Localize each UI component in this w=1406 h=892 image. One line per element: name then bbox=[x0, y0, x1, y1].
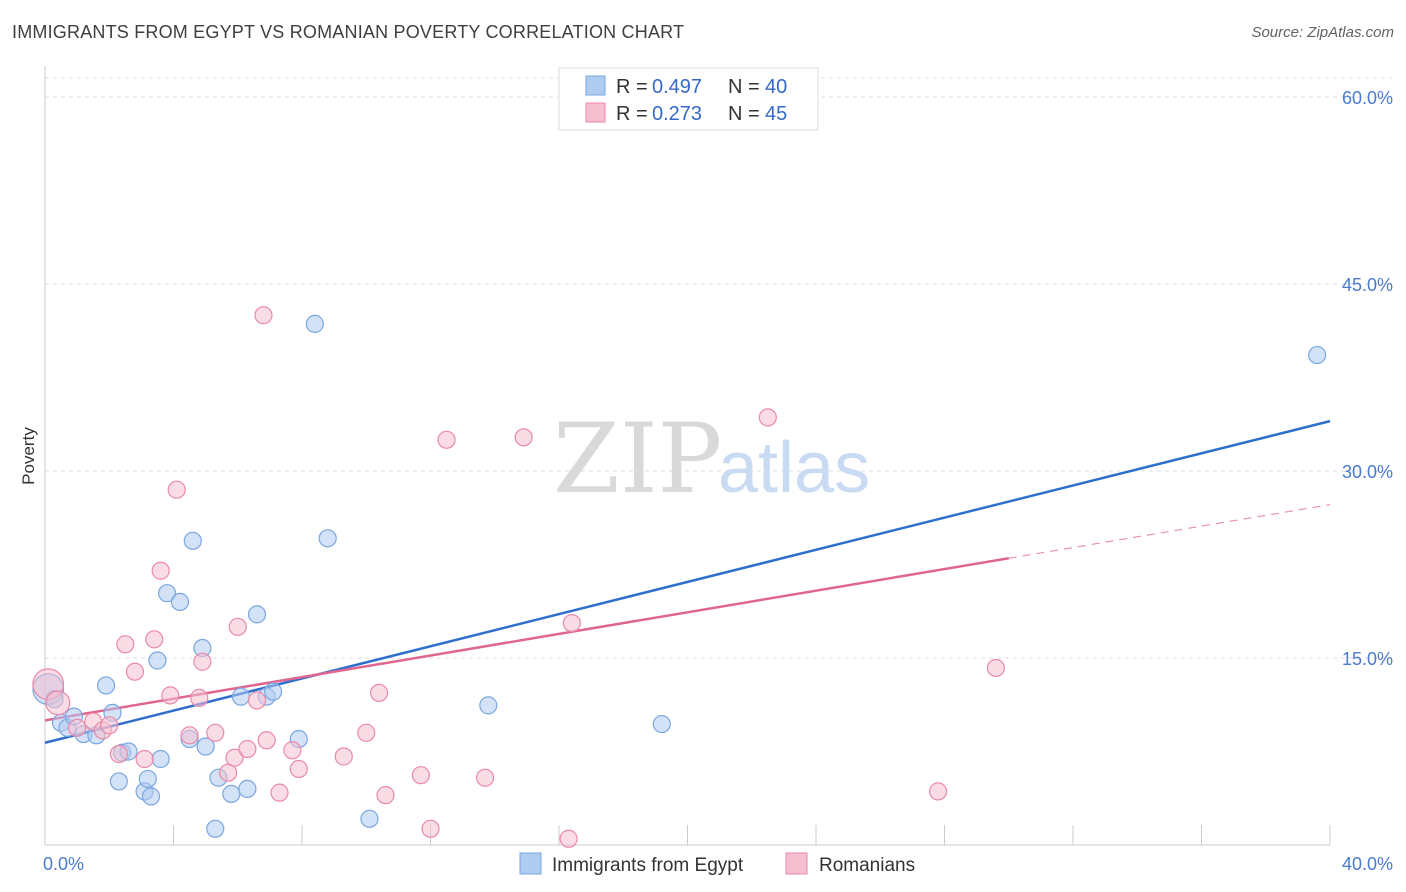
pink-point-5 bbox=[100, 716, 119, 735]
pink-point-24 bbox=[270, 783, 289, 802]
pink-point-30 bbox=[370, 683, 389, 703]
pink-point-26 bbox=[289, 759, 308, 779]
legend-bottom-label-blue: Immigrants from Egypt bbox=[552, 855, 744, 876]
blue-point-11 bbox=[109, 772, 128, 791]
legend-r-label-pink: R = bbox=[616, 103, 648, 125]
pink-point-29 bbox=[357, 723, 376, 742]
legend-top: R = 0.497 N = 40 R = 0.273 N = 45 bbox=[558, 67, 819, 131]
legend-r-label-blue: R = bbox=[616, 76, 648, 98]
pink-point-15 bbox=[190, 688, 209, 707]
blue-point-35 bbox=[479, 696, 498, 715]
legend-n-value-pink: 45 bbox=[765, 103, 787, 125]
pink-point-35 bbox=[476, 768, 495, 787]
pink-point-41 bbox=[928, 782, 948, 801]
pink-point-10 bbox=[145, 630, 164, 649]
blue-point-17 bbox=[157, 584, 177, 603]
blue-trendline bbox=[44, 419, 1331, 744]
pink-point-18 bbox=[219, 763, 238, 782]
pink-point-25 bbox=[283, 741, 302, 760]
pink-trendline bbox=[44, 557, 1009, 722]
data-points bbox=[32, 109, 1327, 848]
pink-point-33 bbox=[421, 819, 440, 838]
pink-point-31 bbox=[376, 786, 395, 805]
x-tick-label-0: 0.0% bbox=[43, 854, 84, 874]
legend-swatch-pink bbox=[585, 102, 606, 123]
legend-r-value-blue: 0.497 bbox=[652, 76, 702, 98]
pink-point-22 bbox=[247, 691, 267, 710]
y-tick-label-3: 60.0% bbox=[1342, 88, 1393, 108]
pink-point-23 bbox=[257, 731, 276, 750]
blue-point-14 bbox=[141, 787, 161, 806]
legend-n-value-blue: 40 bbox=[765, 76, 787, 98]
pink-point-13 bbox=[167, 480, 186, 499]
pink-point-27 bbox=[254, 306, 273, 325]
legend-bottom-label-pink: Romanians bbox=[819, 855, 915, 876]
blue-point-28 bbox=[247, 605, 267, 624]
chart-title: IMMIGRANTS FROM EGYPT VS ROMANIAN POVERT… bbox=[12, 22, 685, 42]
y-tick-label-2: 45.0% bbox=[1342, 275, 1393, 295]
legend-bottom-swatch-blue bbox=[519, 852, 542, 875]
watermark-atlas: atlas bbox=[718, 428, 870, 508]
tick-labels: 15.0% 30.0% 45.0% 60.0% 0.0% 40.0% bbox=[43, 88, 1393, 874]
blue-point-36 bbox=[652, 714, 671, 734]
blue-point-15 bbox=[148, 651, 167, 670]
blue-point-26 bbox=[231, 687, 251, 706]
blue-point-34 bbox=[360, 809, 379, 828]
pink-point-8 bbox=[125, 662, 145, 681]
blue-point-25 bbox=[222, 784, 241, 803]
blue-point-32 bbox=[305, 314, 324, 333]
y-tick-label-1: 30.0% bbox=[1342, 462, 1393, 482]
pink-point-6 bbox=[109, 744, 128, 764]
legend-r-value-pink: 0.273 bbox=[652, 103, 702, 125]
blue-point-30 bbox=[263, 682, 283, 701]
pink-point-38 bbox=[562, 613, 581, 633]
chart-source: Source: ZipAtlas.com bbox=[1251, 24, 1394, 41]
pink-point-20 bbox=[228, 617, 247, 636]
pink-point-17 bbox=[206, 723, 225, 742]
pink-trendline-extension bbox=[1008, 504, 1331, 559]
pink-point-2 bbox=[68, 718, 87, 737]
pink-point-39 bbox=[758, 408, 777, 427]
pink-point-37 bbox=[559, 829, 578, 848]
blue-point-16 bbox=[151, 749, 170, 769]
blue-point-23 bbox=[206, 819, 225, 838]
pink-point-42 bbox=[986, 658, 1006, 678]
blue-point-33 bbox=[318, 529, 337, 548]
gridlines bbox=[45, 77, 1392, 659]
legend-n-label-pink: N = bbox=[728, 103, 760, 125]
blue-point-37 bbox=[1308, 345, 1327, 365]
pink-point-7 bbox=[116, 635, 135, 654]
pink-point-11 bbox=[151, 561, 170, 580]
pink-point-14 bbox=[180, 726, 199, 745]
blue-point-13 bbox=[138, 769, 157, 789]
legend-n-label-blue: N = bbox=[728, 76, 760, 98]
pink-point-1 bbox=[45, 690, 71, 716]
blue-point-18 bbox=[170, 592, 190, 612]
pink-point-32 bbox=[411, 766, 430, 785]
pink-point-21 bbox=[238, 739, 257, 759]
blue-point-21 bbox=[196, 737, 215, 756]
pink-point-16 bbox=[193, 652, 212, 671]
pink-point-34 bbox=[437, 430, 456, 449]
x-tick-label-1: 40.0% bbox=[1342, 854, 1393, 874]
pink-point-9 bbox=[135, 749, 154, 769]
pink-point-19 bbox=[225, 748, 244, 767]
legend-swatch-blue bbox=[585, 75, 606, 96]
blue-point-7 bbox=[96, 676, 116, 695]
y-tick-label-0: 15.0% bbox=[1342, 649, 1393, 669]
blue-point-19 bbox=[183, 531, 202, 550]
blue-point-27 bbox=[238, 779, 257, 799]
watermark: ZIP atlas bbox=[553, 403, 870, 515]
y-axis-label: Poverty bbox=[19, 427, 38, 485]
watermark-zip: ZIP bbox=[553, 403, 722, 515]
pink-point-36 bbox=[514, 428, 533, 447]
pink-point-12 bbox=[161, 686, 180, 705]
legend-bottom: Immigrants from Egypt Romanians bbox=[519, 852, 915, 876]
legend-bottom-swatch-pink bbox=[785, 852, 808, 875]
pink-point-28 bbox=[334, 747, 353, 766]
